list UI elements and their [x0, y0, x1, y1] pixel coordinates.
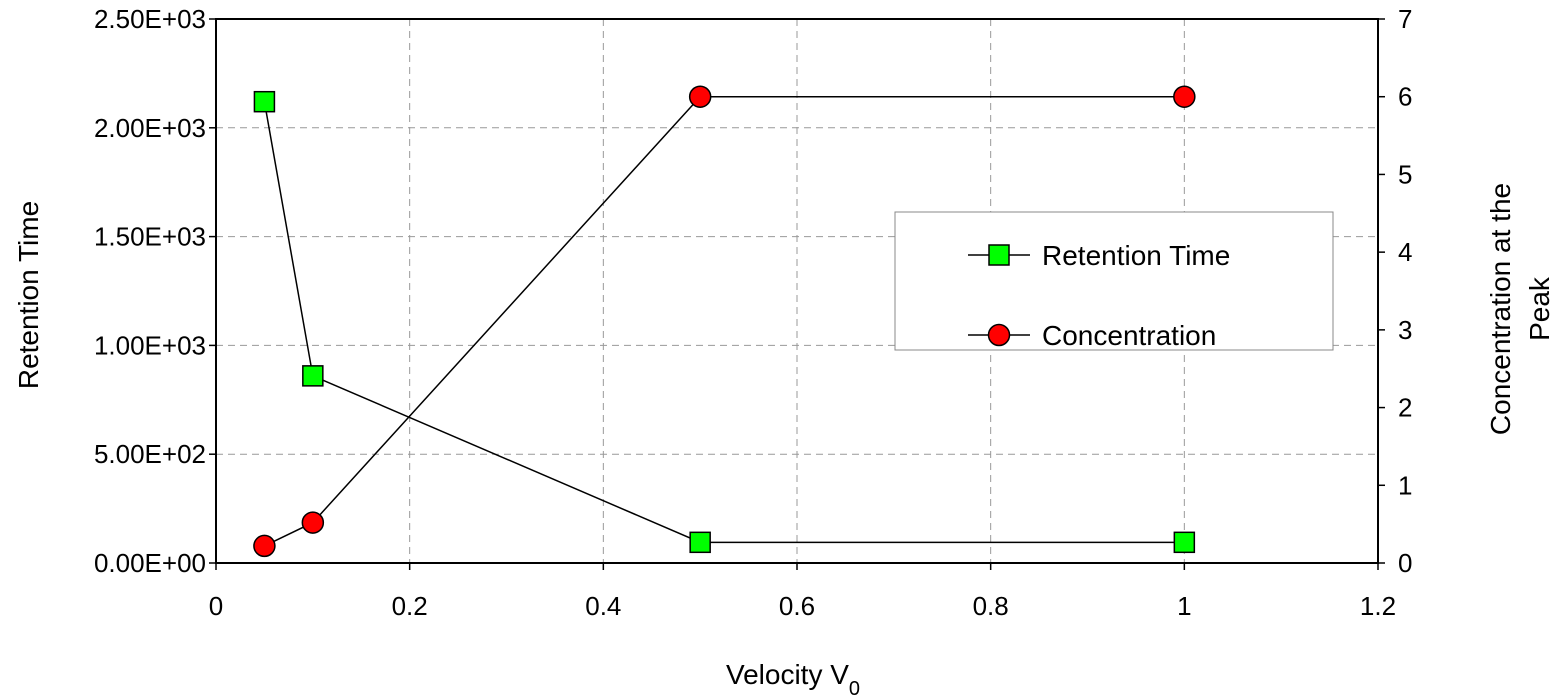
legend-entries: Retention Time Concentration	[968, 240, 1230, 351]
y-left-tick-label: 2.50E+03	[94, 4, 206, 34]
data-point-square	[1173, 531, 1196, 554]
y-left-tick-label: 0.00E+00	[94, 548, 206, 578]
x-axis-title-main: Velocity V	[726, 659, 849, 690]
x-tick-label: 0.4	[585, 591, 621, 621]
grid-lines	[216, 19, 1378, 563]
x-tick-label: 0.8	[973, 591, 1009, 621]
data-point-square	[302, 365, 324, 387]
legend-label: Retention Time	[1042, 240, 1230, 271]
y-left-tick-label: 1.50E+03	[94, 222, 206, 252]
series-line-concentration	[264, 95, 1185, 547]
data-point-circle	[688, 85, 712, 108]
y-left-tick-label: 2.00E+03	[94, 113, 206, 143]
legend-marker-square	[988, 244, 1010, 266]
legend: Retention Time Concentration	[894, 211, 1334, 351]
y-axis-right-title-line1: Concentration at the	[1485, 183, 1516, 435]
y-right-tick-label: 2	[1398, 393, 1412, 423]
legend-box	[894, 211, 1334, 351]
x-axis-title-subscript: 0	[849, 678, 860, 697]
axis-ticks: 0 0.2 0.4 0.6 0.8 1 1.2 0.00E+00 5.00E+02 1.00E+0…	[94, 4, 1413, 621]
y-right-tick-label: 4	[1398, 237, 1412, 267]
legend-marker-circle	[987, 323, 1011, 347]
legend-entry: Retention Time	[968, 240, 1230, 271]
data-point-square	[253, 90, 276, 113]
y-right-tick-label: 0	[1398, 548, 1412, 578]
x-tick-label: 1	[1177, 591, 1191, 621]
x-tick-label: 0	[209, 591, 223, 621]
y-left-tick-label: 5.00E+02	[94, 439, 206, 469]
y-axis-right-title-line2: Peak	[1524, 276, 1555, 341]
legend-label: Concentration	[1042, 320, 1216, 351]
legend-entry: Concentration	[968, 320, 1216, 351]
x-tick-label: 0.2	[392, 591, 428, 621]
y-right-tick-label: 1	[1398, 470, 1412, 500]
x-axis-title: Velocity V0	[726, 659, 860, 697]
data-point-square	[689, 531, 711, 554]
series-line-retention-time	[263, 101, 1185, 544]
y-axis-left-title: Retention Time	[13, 201, 44, 389]
data-point-circle	[301, 511, 325, 534]
x-tick-label: 0.6	[779, 591, 815, 621]
y-right-tick-label: 5	[1398, 159, 1412, 189]
y-right-tick-label: 3	[1398, 315, 1412, 345]
y-right-tick-label: 6	[1398, 82, 1412, 112]
y-right-tick-label: 7	[1398, 4, 1412, 34]
y-left-tick-label: 1.00E+03	[94, 330, 206, 360]
data-point-circle	[1173, 85, 1196, 108]
x-tick-label: 1.2	[1360, 591, 1396, 621]
series-layer	[253, 85, 1196, 558]
data-point-circle	[253, 534, 276, 558]
